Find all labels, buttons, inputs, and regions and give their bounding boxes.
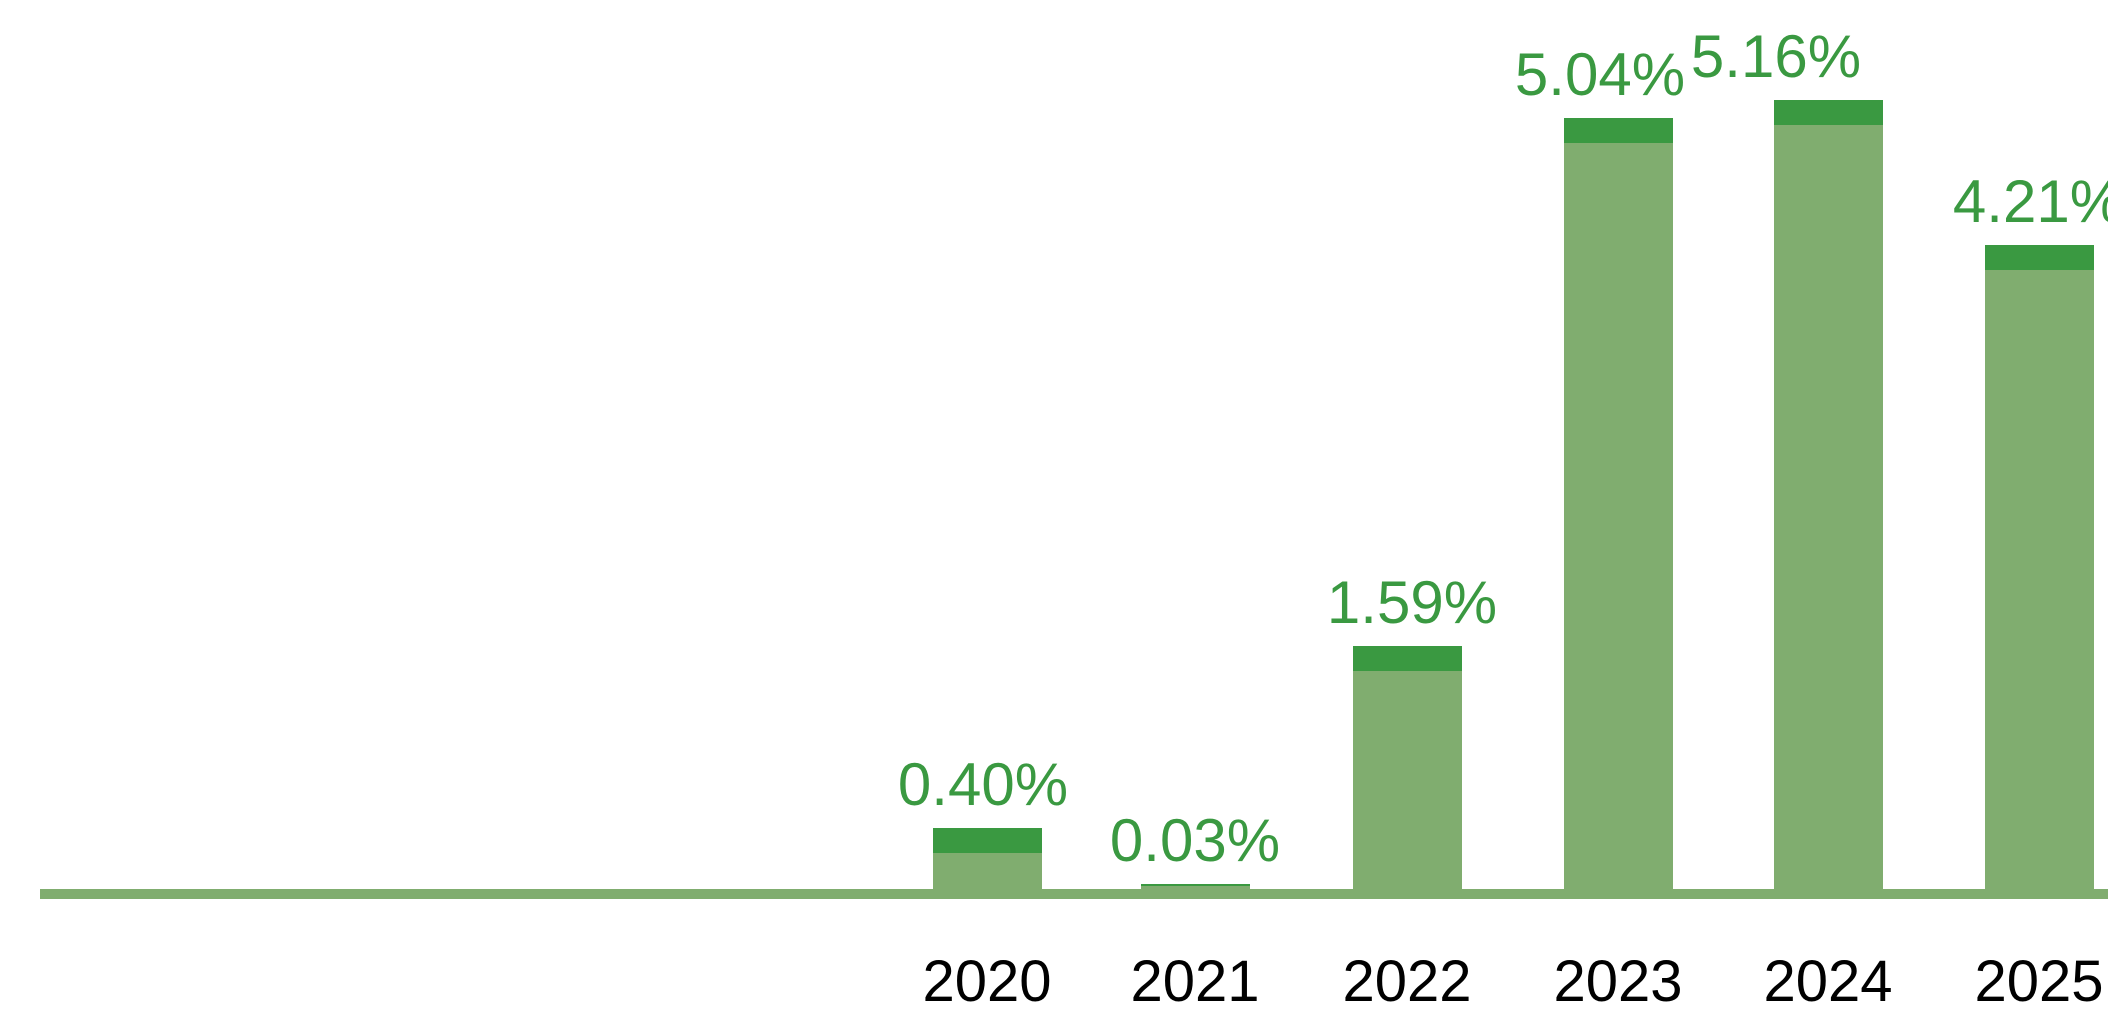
value-label-2023: 5.04% — [1514, 40, 1686, 108]
bar-cap-2025 — [1984, 244, 2094, 270]
year-label-2021: 2021 — [1130, 949, 1260, 1009]
bar-cap-2020 — [932, 827, 1042, 853]
bar-2024 — [1773, 99, 1883, 899]
bar-cap-2024 — [1773, 99, 1883, 125]
x-axis-line — [40, 889, 2108, 899]
year-label-2020: 2020 — [922, 949, 1052, 1009]
bar-chart: 0.40% 2020 0.03% 2021 1.59% 2022 5.04% 2023 5.16… — [40, 16, 2108, 1008]
bar-2025 — [1984, 244, 2094, 899]
bar-2023 — [1563, 117, 1673, 899]
bar-cap-2022 — [1352, 645, 1462, 671]
value-label-2025: 4.21% — [1952, 167, 2108, 235]
bar-2020 — [932, 827, 1042, 899]
value-label-2022: 1.59% — [1326, 568, 1498, 636]
bar-cap-2023 — [1563, 117, 1673, 143]
year-label-2024: 2024 — [1763, 949, 1893, 1009]
value-label-2024: 5.16% — [1690, 22, 1862, 90]
year-label-2022: 2022 — [1342, 949, 1472, 1009]
bar-cap-2021 — [1140, 884, 1250, 887]
bar-2022 — [1352, 645, 1462, 899]
bar-2021 — [1140, 884, 1250, 899]
year-label-2023: 2023 — [1553, 949, 1683, 1009]
value-label-2020: 0.40% — [897, 750, 1069, 818]
year-label-2025: 2025 — [1974, 949, 2104, 1009]
value-label-2021: 0.03% — [1109, 807, 1281, 875]
